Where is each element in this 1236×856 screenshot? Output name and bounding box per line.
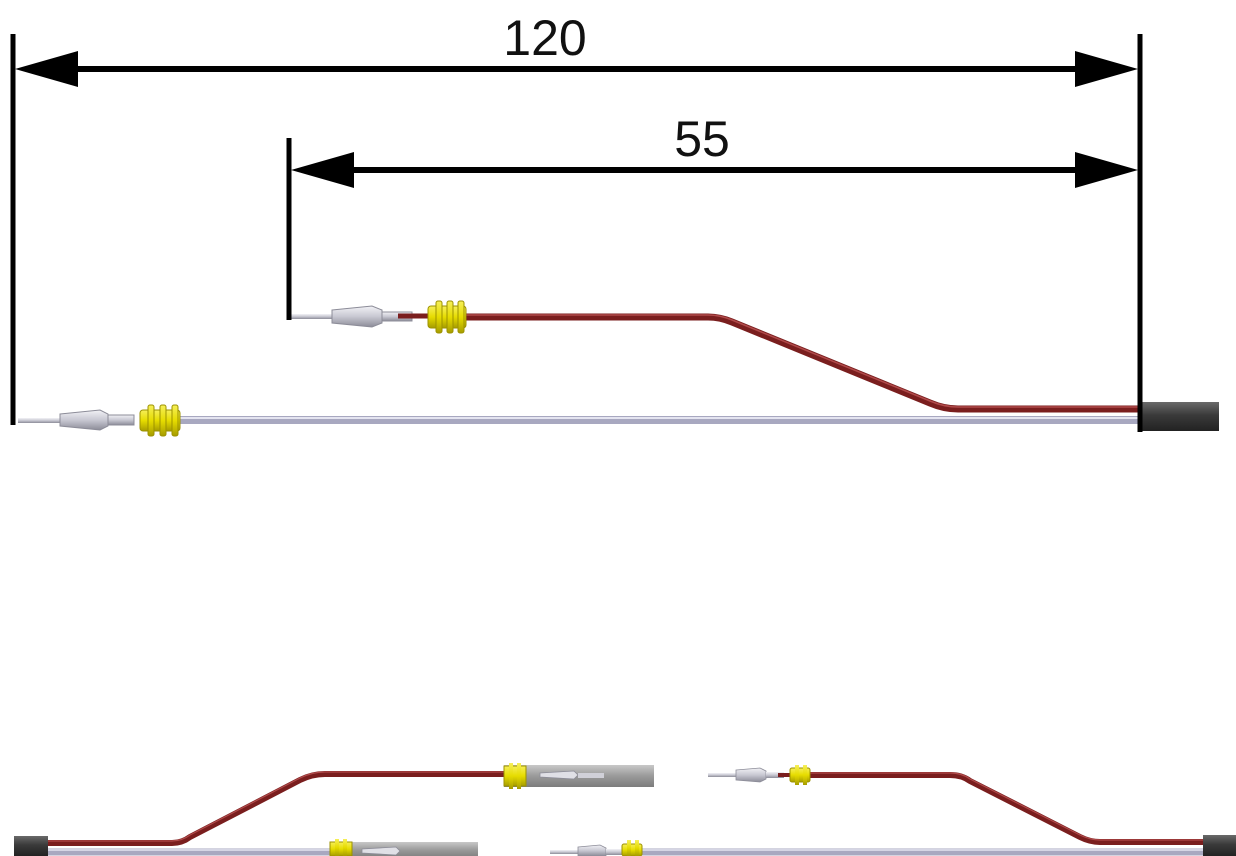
terminal-pin-icon xyxy=(18,409,135,431)
right-assembly xyxy=(550,765,1236,856)
terminal-pin-icon xyxy=(550,844,622,856)
left-assembly xyxy=(14,763,654,856)
dimension-extension-lines xyxy=(10,34,1143,432)
red-wire xyxy=(462,313,1142,413)
dimension-label-overall: 120 xyxy=(503,10,586,66)
splice-housing-icon xyxy=(329,839,478,856)
dimension-label-branch: 55 xyxy=(674,111,730,167)
grey-wire xyxy=(170,416,1142,424)
terminal-pin-icon xyxy=(290,305,430,328)
heat-shrink-sleeve-icon xyxy=(14,836,48,856)
dimension-55: 55 xyxy=(291,111,1138,188)
splice-housing-icon xyxy=(503,763,654,789)
wire-seal-icon xyxy=(621,840,643,856)
wire-seal-icon xyxy=(427,300,467,334)
wire-seal-icon xyxy=(139,404,181,437)
wire-seal-icon xyxy=(789,765,811,785)
top-view: 120 55 xyxy=(10,10,1219,437)
terminal-pin-icon xyxy=(708,767,792,783)
heat-shrink-sleeve-icon xyxy=(1140,402,1219,431)
heat-shrink-sleeve-icon xyxy=(1203,835,1236,856)
bottom-view xyxy=(14,763,1236,856)
dimension-120: 120 xyxy=(15,10,1138,87)
